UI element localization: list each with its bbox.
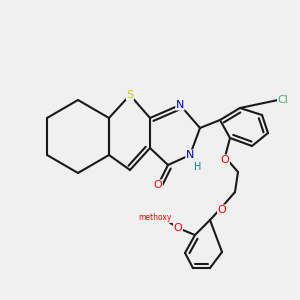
Text: H: H — [194, 162, 202, 172]
Text: S: S — [126, 90, 134, 100]
Text: N: N — [176, 100, 184, 110]
Text: O: O — [220, 155, 230, 165]
Text: Cl: Cl — [278, 95, 288, 105]
Text: O: O — [154, 180, 162, 190]
Text: N: N — [186, 150, 194, 160]
Text: O: O — [174, 223, 182, 233]
Text: O: O — [218, 205, 226, 215]
Text: methoxy: methoxy — [138, 214, 172, 223]
